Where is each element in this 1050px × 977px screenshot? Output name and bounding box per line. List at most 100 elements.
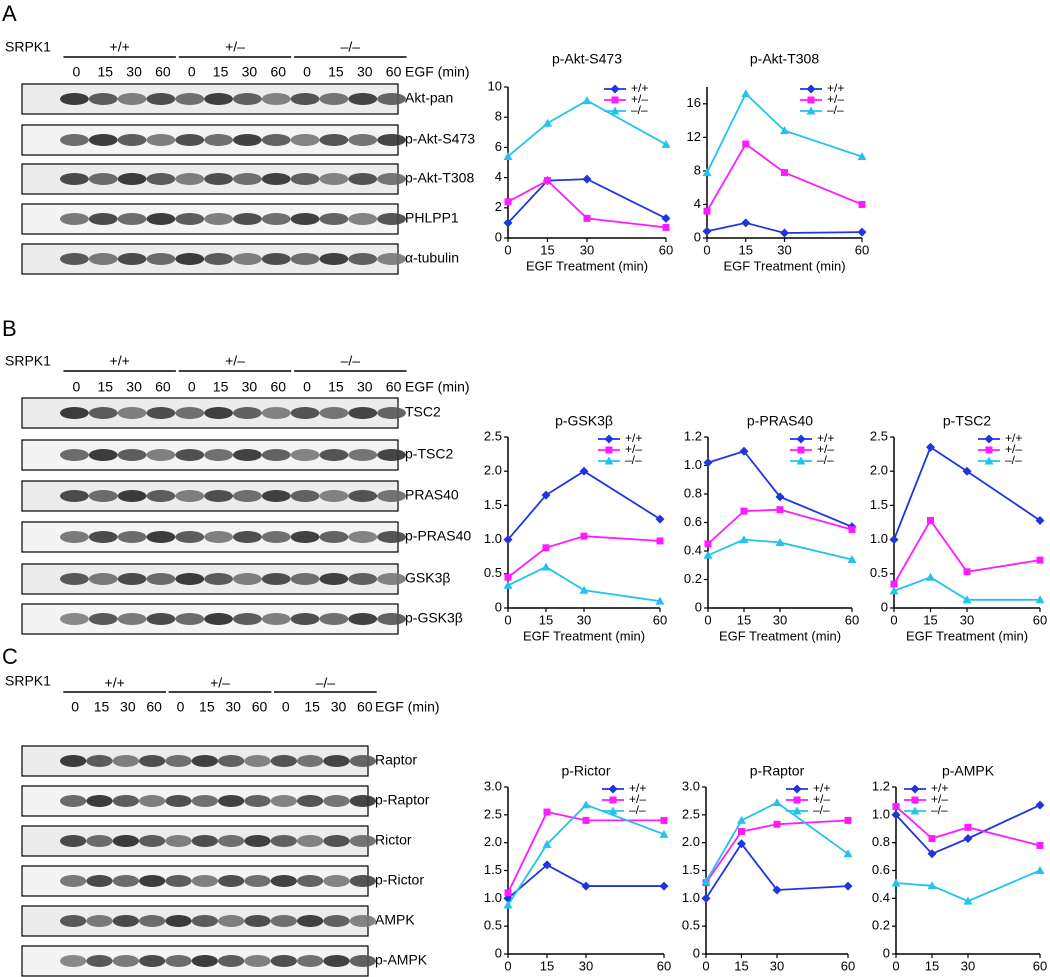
data-point [775, 537, 785, 546]
blot-band [146, 134, 176, 146]
legend-label: +/+ [629, 781, 646, 795]
blot-row-label: p-PRAS40 [405, 528, 471, 544]
data-point [858, 200, 866, 208]
legend-label: –/– [817, 453, 834, 467]
data-point [780, 126, 789, 135]
blot-band [117, 253, 147, 265]
legend-label: +/+ [817, 431, 834, 445]
blot-band [59, 93, 89, 105]
genotype-label: +/+ [105, 675, 125, 691]
blot-band [319, 213, 349, 225]
blot-band [319, 573, 349, 585]
data-point [928, 834, 936, 842]
blot-band [117, 213, 147, 225]
blot-band [139, 955, 166, 967]
y-tick-label: 0.2 [872, 918, 890, 933]
chart: p-Rictor 0 0.5 1.0 1.5 2.0 2.5 3.0 0 15 30 60 EGF Tr… [484, 763, 671, 977]
blot-band [233, 490, 262, 502]
blot-row-label: TSC2 [405, 404, 441, 420]
blot-band [349, 755, 377, 767]
blot-row-label: p-GSK3β [405, 610, 463, 626]
blot-band [218, 795, 245, 807]
blot-band [117, 490, 147, 502]
blot-band [261, 573, 291, 585]
blot-band [86, 835, 113, 847]
blot-band [323, 835, 350, 847]
data-point [927, 849, 937, 859]
data-point [780, 228, 789, 238]
blot-band [290, 213, 320, 225]
chart-title: p-Akt-T308 [750, 51, 819, 67]
y-tick-label: 2.0 [682, 834, 700, 849]
blot-band [323, 755, 350, 767]
legend-marker [610, 106, 620, 115]
legend-marker [604, 434, 614, 444]
x-tick-label: 0 [703, 242, 710, 257]
treatment-label: EGF (min) [375, 699, 440, 715]
x-tick-label: 60 [657, 958, 671, 973]
y-tick-label: 0.6 [684, 514, 702, 529]
data-point [582, 174, 592, 184]
blot-band [204, 407, 233, 419]
x-tick-label: 15 [540, 242, 554, 257]
chart-title: p-Rictor [561, 763, 610, 779]
y-tick-label: 4 [694, 196, 701, 211]
y-tick-label: 1.0 [484, 531, 502, 546]
legend-label: +/+ [1005, 431, 1022, 445]
data-point [738, 828, 745, 836]
gene-label: SRPK1 [5, 353, 51, 369]
legend-marker [910, 784, 920, 794]
legend-label: +/+ [631, 81, 648, 95]
blot-band [112, 915, 139, 927]
time-label: 60 [270, 379, 286, 395]
y-tick-label: 0.2 [684, 571, 702, 586]
chart-title: p-Raptor [750, 763, 805, 779]
x-tick-label: 0 [702, 958, 709, 973]
blot-band [175, 134, 205, 146]
blot-band [88, 449, 118, 461]
y-tick-label: 12 [687, 129, 701, 144]
blot-band [323, 955, 350, 967]
blot-band [297, 915, 324, 927]
blot-band [59, 573, 89, 585]
time-label: 15 [328, 64, 344, 80]
blot-band [233, 173, 262, 185]
data-point [1036, 556, 1044, 564]
blot-band [348, 93, 378, 105]
blot-band [204, 449, 233, 461]
blot-row-label: GSK3β [405, 570, 450, 586]
data-point [889, 586, 899, 595]
blot-band [349, 835, 377, 847]
data-point [702, 168, 712, 177]
blot-row-label: p-Raptor [375, 792, 430, 808]
data-point [843, 849, 853, 858]
blot-band [146, 173, 176, 185]
data-point [656, 537, 664, 545]
blot-band [244, 795, 271, 807]
blot-row-label: p-TSC2 [405, 446, 453, 462]
y-tick-label: 2.5 [484, 806, 502, 821]
blot-band [297, 835, 324, 847]
blot-band [377, 449, 407, 461]
data-point [772, 885, 782, 895]
y-tick-label: 0 [495, 945, 502, 960]
blot-band [319, 531, 349, 543]
blot-band [377, 93, 407, 105]
blot-band [146, 490, 176, 502]
blot-band [165, 835, 192, 847]
time-label: 30 [357, 379, 373, 395]
blot-band [348, 449, 378, 461]
blot-band [117, 173, 147, 185]
blot-band [290, 573, 320, 585]
y-tick-label: 2.0 [484, 463, 502, 478]
blot-band [218, 875, 245, 887]
x-tick-label: 15 [923, 612, 937, 627]
data-point [503, 900, 513, 909]
series-line [706, 92, 863, 173]
legend-marker [984, 456, 994, 465]
x-axis-label: EGF Treatment (min) [526, 258, 648, 273]
series-line [895, 805, 1041, 847]
legend-label: +/– [813, 792, 830, 806]
legend-label: –/– [931, 803, 948, 817]
blot-band [165, 955, 192, 967]
